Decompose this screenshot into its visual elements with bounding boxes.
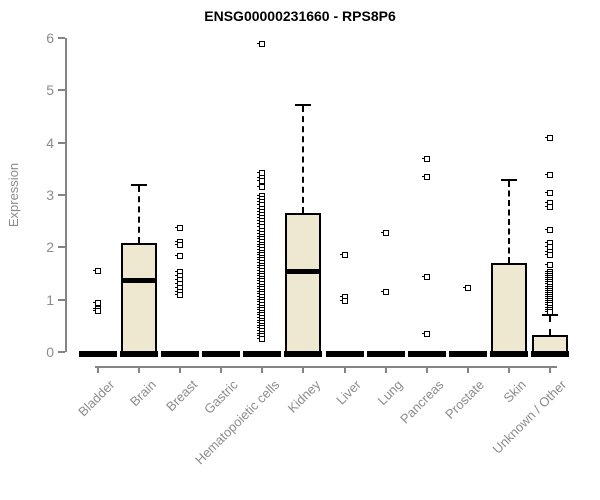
zero-bar xyxy=(161,351,200,357)
x-axis-category-label: Skin xyxy=(500,377,529,406)
x-axis-line xyxy=(95,366,557,368)
y-tick-label: 2 xyxy=(46,239,54,256)
box xyxy=(285,212,322,354)
zero-bar xyxy=(284,351,323,357)
outlier-marker xyxy=(421,156,430,163)
outlier-marker xyxy=(257,41,266,48)
zero-bar xyxy=(530,351,569,357)
zero-bar xyxy=(120,351,159,357)
box xyxy=(121,242,158,354)
outlier-marker xyxy=(93,308,101,315)
y-tick xyxy=(58,89,65,92)
outlier-marker xyxy=(175,242,184,249)
zero-bar xyxy=(448,351,487,357)
outlier-marker xyxy=(462,285,471,292)
x-tick xyxy=(507,366,510,373)
outlier-marker xyxy=(339,252,348,259)
outlier-marker xyxy=(544,134,553,141)
x-axis-category-label: Unknown / Other xyxy=(490,377,570,457)
whisker xyxy=(507,181,510,264)
outlier-marker xyxy=(175,253,184,260)
x-axis-category-label: Liver xyxy=(333,377,365,408)
x-tick xyxy=(343,366,346,373)
outlier-marker xyxy=(380,230,389,237)
outlier-marker xyxy=(339,297,348,304)
whisker xyxy=(138,185,141,243)
zero-bar xyxy=(243,351,282,357)
y-tick xyxy=(58,246,65,249)
outlier-marker xyxy=(421,330,430,337)
outlier-marker xyxy=(93,300,101,307)
outlier-marker xyxy=(544,189,553,196)
zero-bar xyxy=(202,351,241,357)
y-tick-label: 6 xyxy=(46,30,54,47)
whisker-cap xyxy=(131,183,148,186)
x-tick xyxy=(179,366,182,373)
x-axis-category-label: Lung xyxy=(374,377,406,409)
y-tick-label: 4 xyxy=(46,134,54,151)
x-axis-category-label: Pancreas xyxy=(396,377,447,427)
y-tick xyxy=(58,194,65,196)
zero-bar xyxy=(366,351,405,357)
whisker-cap xyxy=(295,104,312,106)
outlier-marker xyxy=(544,172,553,179)
outlier-marker xyxy=(380,288,389,295)
outlier-marker xyxy=(544,227,553,234)
x-tick xyxy=(384,366,387,373)
x-tick xyxy=(261,366,264,373)
y-tick xyxy=(58,351,65,353)
x-tick xyxy=(138,366,141,373)
outlier-marker xyxy=(544,308,553,315)
outlier-marker xyxy=(421,173,430,180)
x-axis-category-label: Prostate xyxy=(442,377,488,422)
outlier-marker xyxy=(544,203,553,210)
outlier-marker xyxy=(175,292,184,299)
x-tick xyxy=(302,366,305,373)
zero-bar xyxy=(407,351,446,357)
x-axis-category-label: Kidney xyxy=(284,377,324,416)
x-axis-category-label: Brain xyxy=(126,377,159,410)
whisker-cap xyxy=(541,314,558,317)
x-tick xyxy=(466,366,469,373)
outlier-marker xyxy=(421,273,430,280)
y-tick xyxy=(58,298,65,301)
zero-bar xyxy=(79,351,117,357)
x-axis-category-label: Breast xyxy=(162,377,200,415)
outlier-marker xyxy=(257,177,266,184)
y-axis-line xyxy=(65,38,67,352)
x-tick xyxy=(425,366,428,373)
x-tick xyxy=(97,366,99,373)
x-tick xyxy=(220,366,223,373)
whisker-cap xyxy=(500,179,517,182)
whisker xyxy=(302,106,305,213)
box xyxy=(490,263,527,354)
y-tick-label: 3 xyxy=(46,187,54,203)
outlier-marker xyxy=(257,335,266,342)
x-axis-category-label: Bladder xyxy=(75,377,118,420)
whisker xyxy=(548,316,551,336)
median-line xyxy=(121,278,158,283)
outlier-marker xyxy=(544,262,553,269)
y-axis-label: Expression xyxy=(6,162,21,228)
chart-title: ENSG00000231660 - RPS8P6 xyxy=(204,8,396,24)
y-tick-label: 0 xyxy=(46,344,54,360)
outlier-marker xyxy=(175,224,184,231)
x-tick xyxy=(548,366,551,373)
outlier-marker xyxy=(544,252,553,259)
zero-bar xyxy=(489,351,528,357)
y-tick xyxy=(58,37,65,40)
y-tick xyxy=(58,141,65,144)
outlier-marker xyxy=(257,183,266,190)
outlier-marker xyxy=(93,267,101,274)
y-tick-label: 1 xyxy=(46,291,54,308)
y-tick-label: 5 xyxy=(46,82,54,99)
median-line xyxy=(285,269,322,274)
x-axis-category-label: Gastric xyxy=(201,377,241,417)
zero-bar xyxy=(325,351,364,357)
